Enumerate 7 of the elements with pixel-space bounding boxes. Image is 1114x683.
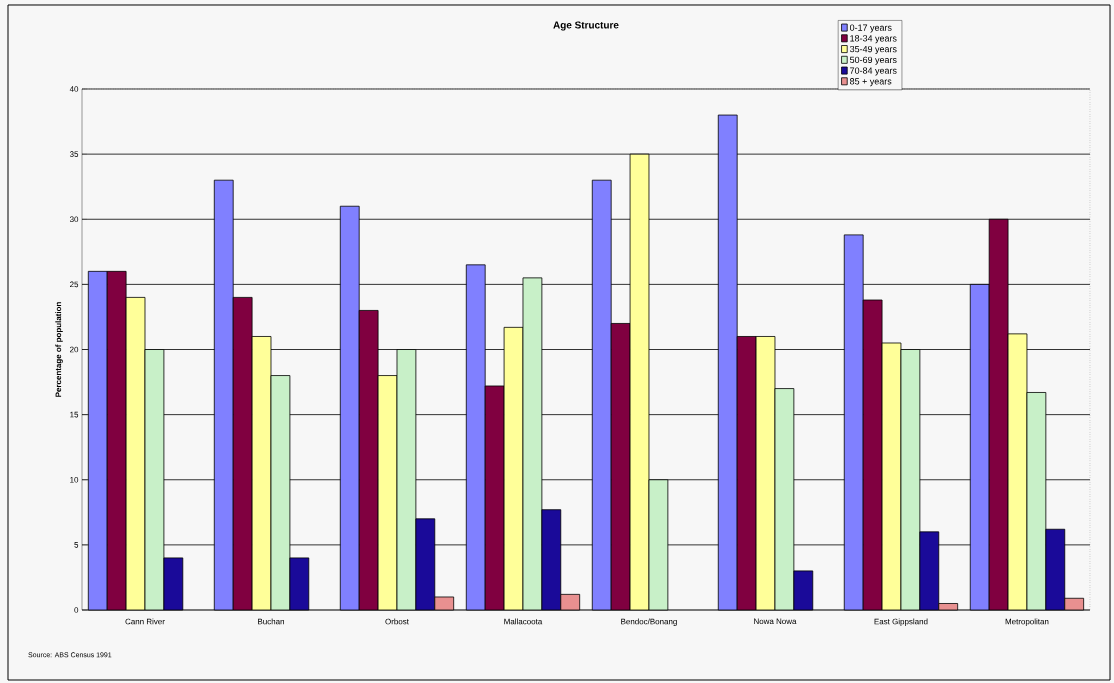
legend-label: 0-17 years [849, 24, 892, 33]
chart-title: Age Structure [553, 21, 619, 31]
legend-label: 50-69 years [849, 56, 897, 65]
legend-label: 18-34 years [850, 35, 897, 44]
legend-label: 85 + years [850, 78, 892, 87]
legend-label: 35-49 years [849, 45, 897, 55]
legend-label: 70-84 years [850, 67, 897, 76]
